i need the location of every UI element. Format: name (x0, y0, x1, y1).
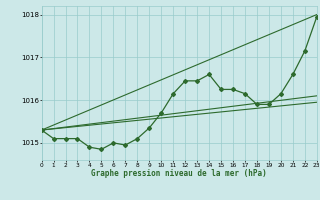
X-axis label: Graphe pression niveau de la mer (hPa): Graphe pression niveau de la mer (hPa) (91, 169, 267, 178)
